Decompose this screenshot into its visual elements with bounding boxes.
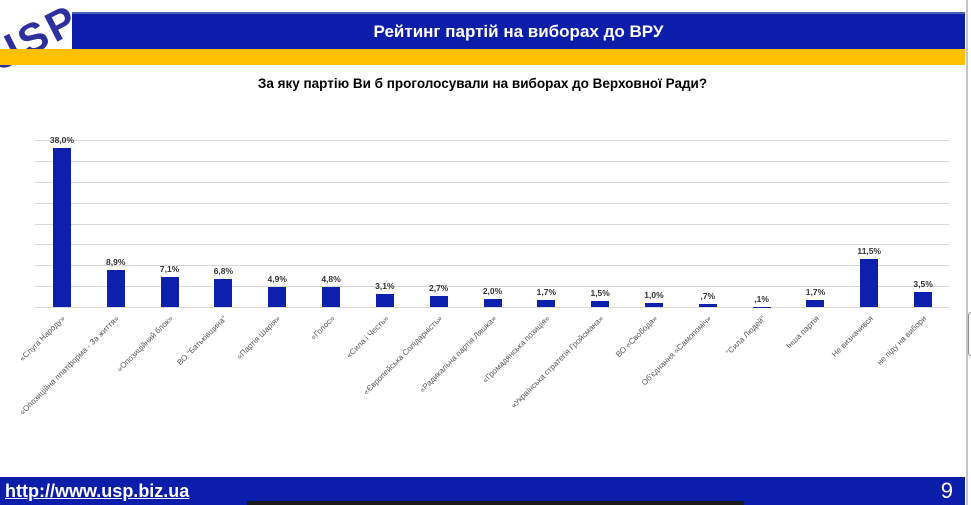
bar-value-label: 2,7% [428,282,449,293]
bar [806,299,825,307]
gridline [35,244,950,246]
bar [644,302,663,307]
gridline [35,307,950,308]
category-label: Не визначився [829,314,875,360]
bar-value-label: 1,7% [805,286,826,297]
category-label: ВО "Батьківщина" [175,314,229,368]
bar-value-label: 38,0% [49,135,74,146]
gridline [35,160,950,162]
bar-value-label: 8,9% [106,256,126,267]
gridline [35,223,950,225]
bar-value-label: 6,8% [213,265,234,276]
page-number: 9 [940,478,953,503]
bar [483,298,502,307]
category-label: Об'єднання «Самопоміч» [639,314,714,388]
header-title: Рейтинг партій на виборах до ВРУ [373,21,664,41]
gridline [35,140,950,141]
bar [375,294,394,307]
bar-value-label: 1,0% [644,289,664,300]
gridline [35,286,950,288]
bar-value-label: 4,8% [321,273,341,284]
bar [322,286,341,307]
category-label: «Партія Шарія» [235,314,283,362]
category-label: «Опозиційний блок» [115,314,175,374]
bar [429,295,448,307]
bar-value-label: 11,5% [857,245,882,256]
category-label: «Європейська Солідарність» [361,314,445,397]
bar [698,304,717,307]
category-label: «Громадянська позиція» [480,314,552,385]
bar-value-label: 2,0% [482,285,503,296]
category-label: «Українська стратегія Гройсмана» [509,314,606,411]
bar [537,299,556,307]
category-label: "Сила Людей" [723,314,767,358]
footer-bar [0,477,965,505]
category-label: «Слуга Народу» [18,314,68,364]
footer-url-link[interactable]: http://www.usp.biz.ua [5,481,190,501]
bar [860,258,879,307]
bar [106,269,125,307]
bar-value-label: 1,7% [536,286,556,297]
bar-value-label: 3,5% [913,279,933,290]
bar [914,292,933,307]
bottom-line [247,501,744,505]
category-label: «Опозиційна платформа - За життя» [18,314,122,417]
bar-value-label: ,1% [754,293,769,304]
bar [214,278,233,307]
category-label: «Радикальна партія Ляшка» [417,314,498,395]
bar-value-label: 1,5% [590,287,610,298]
bar [591,300,610,307]
gridline [35,202,950,204]
bar [268,286,287,307]
category-label: «Голос» [308,314,337,342]
bar-value-label: 7,1% [159,264,180,275]
bar-value-label: 3,1% [375,281,395,292]
scrollbar-thumb[interactable] [968,312,971,356]
gridline [35,181,950,183]
chart-title: За яку партію Ви б проголосували на вибо… [257,76,708,91]
window-edge-line [966,0,968,505]
bar [52,148,71,307]
category-label: Інша партія [784,314,821,351]
category-label: не піду на вибори [875,314,929,367]
gridline [35,265,950,267]
header-bar: Рейтинг партій на виборах до ВРУ [72,12,965,49]
bar-value-label: 4,9% [267,273,287,284]
accent-stripe [0,49,965,65]
category-label: «Сила і Честь» [344,314,391,361]
bar [160,277,179,307]
bar-value-label: ,7% [700,291,716,302]
category-label: ВО «Свобода» [614,314,660,360]
